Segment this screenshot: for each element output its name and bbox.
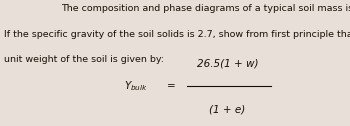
- Text: (1 + e): (1 + e): [209, 105, 246, 115]
- Text: If the specific gravity of the soil solids is 2.7, show from first principle tha: If the specific gravity of the soil soli…: [4, 30, 350, 39]
- Text: The composition and phase diagrams of a typical soil mass is shown in Figure Q1.: The composition and phase diagrams of a …: [61, 4, 350, 13]
- Text: $\mathit{Y}_{bulk}$: $\mathit{Y}_{bulk}$: [125, 79, 148, 93]
- Text: 26.5(1 + w): 26.5(1 + w): [197, 58, 258, 68]
- Text: =: =: [167, 81, 176, 91]
- Text: unit weight of the soil is given by:: unit weight of the soil is given by:: [4, 55, 163, 64]
